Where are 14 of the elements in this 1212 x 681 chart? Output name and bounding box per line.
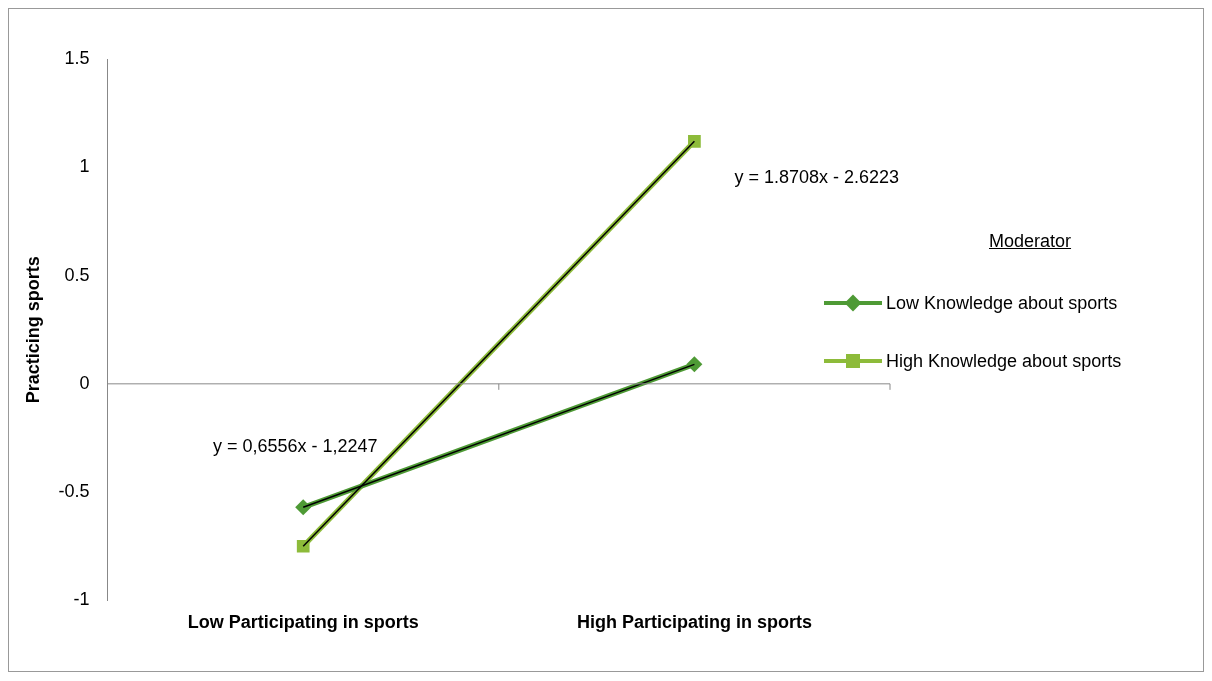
annotation: y = 1.8708x - 2.6223	[734, 167, 900, 188]
y-tick-label: 0	[79, 372, 90, 393]
y-axis-title: Practicing sports	[22, 256, 43, 404]
legend-title: Moderator	[989, 231, 1073, 252]
y-tick-label: 0.5	[64, 264, 90, 285]
y-tick-label: 1	[79, 156, 90, 177]
y-tick-label: -0.5	[58, 481, 90, 502]
x-tick-label: High Participating in sports	[576, 612, 812, 633]
legend-label: High Knowledge about sports	[886, 350, 1122, 372]
y-tick-label: -1	[73, 589, 90, 610]
legend-label: Low Knowledge about sports	[886, 292, 1118, 314]
y-tick-label: 1.5	[64, 47, 90, 68]
x-tick-label: Low Participating in sports	[187, 612, 419, 633]
annotation: y = 0,6556x - 1,2247	[212, 436, 378, 457]
